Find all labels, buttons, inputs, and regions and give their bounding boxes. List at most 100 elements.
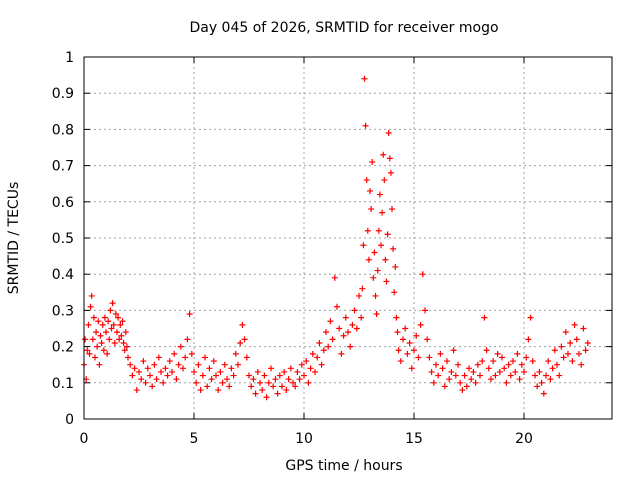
- y-tick-label: 0.7: [52, 159, 74, 175]
- data-point: [153, 376, 160, 383]
- data-point: [490, 358, 497, 365]
- data-point: [90, 314, 97, 321]
- y-tick-label: 0.1: [52, 376, 74, 392]
- data-point: [121, 347, 128, 354]
- data-point: [379, 209, 386, 216]
- data-point: [82, 336, 89, 343]
- data-point: [276, 372, 283, 379]
- data-point: [309, 350, 316, 357]
- data-point: [279, 383, 285, 390]
- data-point: [496, 368, 503, 375]
- data-point: [347, 343, 354, 350]
- y-tick-label: 0.3: [52, 303, 74, 319]
- data-point: [382, 256, 389, 263]
- data-point: [100, 347, 107, 354]
- data-point: [477, 372, 483, 379]
- data-point: [85, 321, 92, 328]
- data-point: [455, 361, 461, 368]
- y-tick-label: 0.9: [52, 86, 74, 102]
- data-point: [426, 354, 433, 361]
- data-point: [582, 347, 589, 354]
- data-point: [361, 75, 368, 82]
- data-point: [169, 368, 175, 375]
- data-point: [474, 361, 481, 368]
- data-point: [166, 358, 173, 365]
- data-point: [364, 227, 371, 234]
- data-point: [558, 343, 565, 350]
- gridlines: [84, 57, 612, 419]
- data-point: [402, 325, 409, 332]
- data-point: [435, 372, 442, 379]
- data-point: [481, 314, 488, 321]
- x-tick-label: 0: [80, 431, 89, 447]
- data-point: [151, 361, 158, 368]
- data-point: [466, 365, 472, 372]
- data-point: [94, 343, 101, 350]
- data-point: [307, 365, 314, 372]
- data-point: [527, 314, 534, 321]
- x-tick-label: 5: [190, 431, 199, 447]
- data-point: [374, 267, 381, 274]
- data-point: [338, 350, 345, 357]
- data-point: [536, 368, 543, 375]
- data-point: [327, 318, 334, 325]
- data-point: [252, 390, 259, 397]
- data-point: [452, 372, 459, 379]
- data-point: [391, 289, 398, 296]
- y-tick-label: 0.4: [52, 267, 74, 283]
- data-point: [362, 122, 369, 129]
- data-point: [294, 368, 301, 375]
- data-point: [494, 350, 501, 357]
- data-point: [408, 365, 415, 372]
- data-point: [272, 376, 279, 383]
- data-point: [114, 329, 120, 336]
- data-point: [547, 376, 554, 383]
- data-point: [400, 336, 406, 343]
- data-point: [562, 329, 569, 336]
- data-series-srmtid: [81, 75, 591, 401]
- data-point: [197, 387, 204, 394]
- data-point: [411, 347, 417, 354]
- data-point: [424, 336, 431, 343]
- y-tick-label: 0.2: [52, 340, 74, 356]
- data-point: [164, 372, 171, 379]
- data-point: [101, 314, 108, 321]
- data-point: [86, 350, 93, 357]
- data-point: [104, 350, 111, 357]
- data-point: [117, 321, 124, 328]
- x-tick-label: 15: [405, 431, 423, 447]
- data-point: [204, 383, 211, 390]
- data-point: [419, 271, 426, 278]
- data-point: [120, 339, 127, 346]
- data-point: [376, 191, 383, 198]
- data-point: [525, 336, 532, 343]
- data-point: [115, 314, 122, 321]
- data-point: [578, 361, 585, 368]
- data-point: [392, 263, 399, 270]
- data-point: [381, 177, 388, 184]
- data-point: [103, 329, 109, 336]
- data-point: [202, 354, 208, 361]
- data-point: [532, 372, 538, 379]
- data-point: [158, 368, 164, 375]
- data-point: [235, 361, 241, 368]
- data-point: [98, 339, 105, 346]
- data-point: [365, 256, 372, 263]
- data-point: [353, 325, 360, 332]
- y-tick-label: 0.8: [52, 122, 74, 138]
- data-point: [224, 376, 230, 383]
- data-point: [571, 321, 578, 328]
- data-point: [243, 354, 250, 361]
- data-point: [285, 376, 292, 383]
- data-point: [422, 307, 428, 314]
- data-point: [112, 311, 119, 318]
- data-point: [191, 368, 197, 375]
- data-point: [397, 358, 404, 365]
- data-point: [540, 390, 547, 397]
- data-point: [142, 379, 149, 386]
- data-point: [118, 332, 125, 339]
- data-point: [217, 368, 224, 375]
- data-point: [320, 347, 327, 354]
- data-point: [259, 387, 266, 394]
- data-point: [441, 383, 448, 390]
